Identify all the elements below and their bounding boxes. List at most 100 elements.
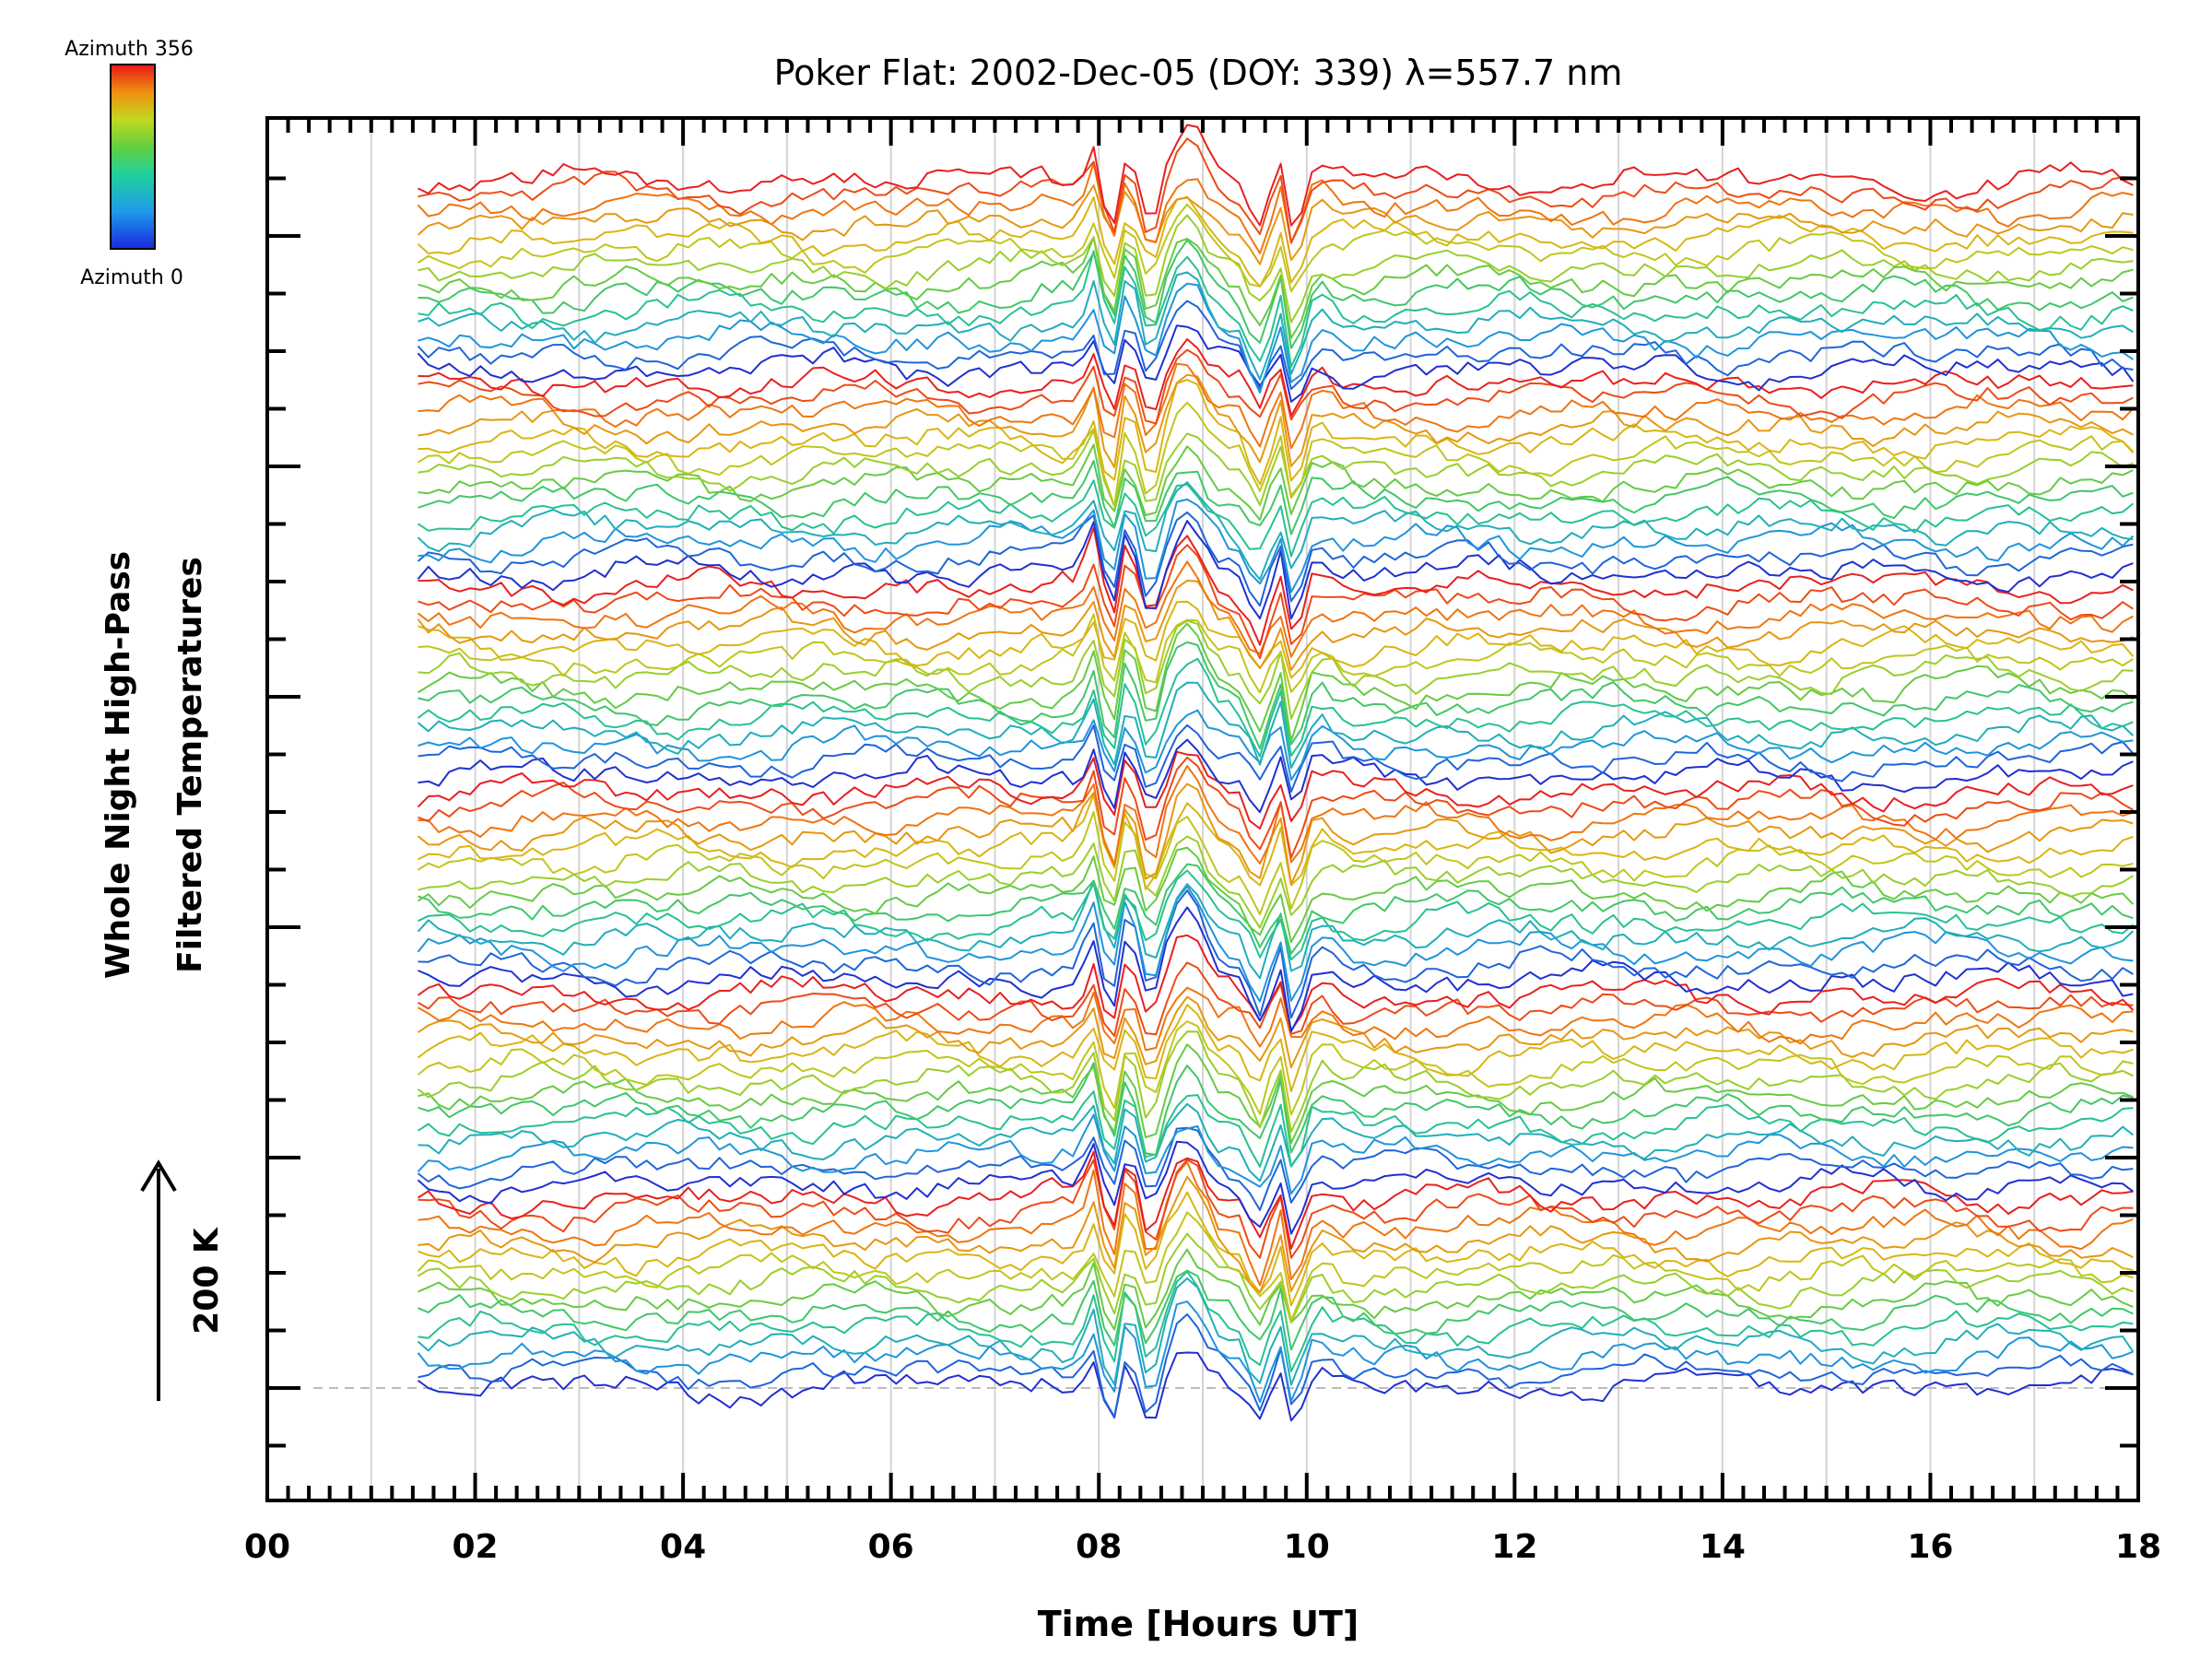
colorbar-top-label: Azimuth 356 <box>65 38 194 61</box>
series-line <box>418 709 2134 782</box>
series-line <box>417 324 2135 403</box>
series-line <box>418 613 2134 694</box>
x-tick-label: 12 <box>1491 1528 1537 1566</box>
series-line <box>418 460 2134 535</box>
series-line <box>418 1270 2134 1372</box>
series-line <box>418 1191 2134 1307</box>
x-tick-label: 04 <box>660 1528 706 1566</box>
series-line <box>417 203 2134 293</box>
series-line <box>418 443 2134 522</box>
scale-label: 200 K <box>188 1227 226 1335</box>
colorbar: Azimuth 356 Azimuth 0 <box>65 38 194 289</box>
x-tick-label: 00 <box>244 1528 290 1566</box>
series-line <box>417 184 2134 265</box>
series-line <box>417 1030 2134 1133</box>
series-line <box>417 1004 2134 1093</box>
series-line <box>418 794 2134 890</box>
series-line <box>418 1160 2134 1287</box>
series-line <box>418 338 2134 418</box>
series-line <box>418 863 2134 955</box>
series-line <box>418 765 2134 866</box>
series-line <box>418 1248 2134 1331</box>
series-line <box>417 1277 2135 1386</box>
x-tick-label: 10 <box>1284 1528 1330 1566</box>
series-line <box>418 348 2134 425</box>
series-line <box>417 1300 2134 1404</box>
series-line <box>417 846 2135 943</box>
series-line <box>417 162 2134 254</box>
series-line <box>417 1351 2134 1422</box>
colorbar-gradient <box>110 64 156 250</box>
series-line <box>417 1150 2134 1250</box>
x-tick-label: 06 <box>868 1528 914 1566</box>
series-line <box>417 782 2134 886</box>
series-line <box>418 724 2135 793</box>
series-line <box>418 429 2134 508</box>
series-line <box>418 1175 2134 1294</box>
series-line <box>417 511 2134 607</box>
series-line <box>417 1090 2134 1168</box>
series-line <box>418 1062 2134 1159</box>
series-line <box>418 641 2134 750</box>
series-line <box>418 373 2134 468</box>
series-line <box>418 214 2134 324</box>
series-line <box>417 934 2135 1031</box>
series-line <box>418 869 2135 961</box>
series-line <box>417 810 2134 916</box>
series-line <box>417 1211 2134 1322</box>
series-line <box>418 250 2134 369</box>
x-tick-label: 08 <box>1076 1528 1122 1566</box>
scale-arrow <box>140 1159 177 1401</box>
series-line <box>418 1159 2134 1259</box>
series-line <box>417 195 2134 288</box>
series-line <box>417 657 2134 758</box>
series-line <box>418 600 2135 679</box>
series-traces <box>417 124 2135 1422</box>
series-line <box>417 560 2134 658</box>
series-line <box>417 481 2134 581</box>
series-line <box>417 580 2134 671</box>
series-line <box>418 526 2134 646</box>
series-line <box>418 756 2134 859</box>
series-line <box>418 137 2134 244</box>
series-line <box>417 1232 2134 1324</box>
series-line <box>417 1126 2134 1211</box>
grid-lines <box>370 120 2036 1499</box>
series-line <box>417 520 2134 620</box>
series-line <box>417 401 2135 507</box>
series-line <box>418 236 2134 339</box>
colorbar-bottom-label: Azimuth 0 <box>80 266 183 289</box>
series-line <box>418 986 2134 1052</box>
series-line <box>418 1269 2134 1351</box>
series-line <box>417 1113 2134 1195</box>
series-line <box>418 271 2134 381</box>
series-line <box>418 282 2134 394</box>
series-line <box>417 995 2134 1069</box>
series-line <box>418 544 2134 660</box>
series-line <box>418 889 2134 1019</box>
series-line <box>418 124 2134 227</box>
series-line <box>417 885 2134 1003</box>
y-axis-label-line2: Filtered Temperatures <box>171 557 209 973</box>
x-tick-label: 02 <box>453 1528 499 1566</box>
axis-ticks <box>265 118 2140 1500</box>
series-line <box>418 1102 2135 1182</box>
series-line <box>417 1020 2134 1116</box>
series-line <box>418 362 2135 450</box>
series-line <box>418 835 2134 929</box>
x-tick-label: 18 <box>2115 1528 2161 1566</box>
series-line <box>418 738 2134 814</box>
series-line <box>418 1313 2134 1418</box>
series-line <box>417 479 2135 558</box>
y-axis-label-line1: Whole Night High-Pass <box>100 551 137 979</box>
series-line <box>417 1140 2135 1235</box>
series-line <box>418 1043 2134 1145</box>
series-line <box>418 379 2135 486</box>
x-tick-labels: 00 02 04 06 08 10 12 14 16 18 <box>244 1528 2161 1566</box>
x-axis-label: Time [Hours UT] <box>1038 1604 1359 1644</box>
series-line <box>418 619 2134 720</box>
series-line <box>417 622 2135 743</box>
x-tick-label: 16 <box>1907 1528 1953 1566</box>
series-line <box>417 750 2134 830</box>
